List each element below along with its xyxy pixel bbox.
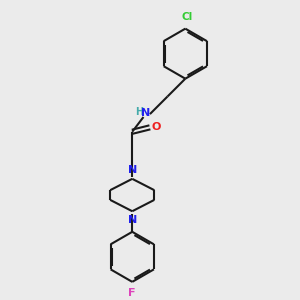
Text: N: N <box>141 108 150 118</box>
Text: O: O <box>152 122 161 132</box>
Text: N: N <box>128 215 137 225</box>
Text: F: F <box>128 288 136 298</box>
Text: N: N <box>128 165 137 175</box>
Text: H: H <box>135 107 143 117</box>
Text: Cl: Cl <box>181 12 192 22</box>
